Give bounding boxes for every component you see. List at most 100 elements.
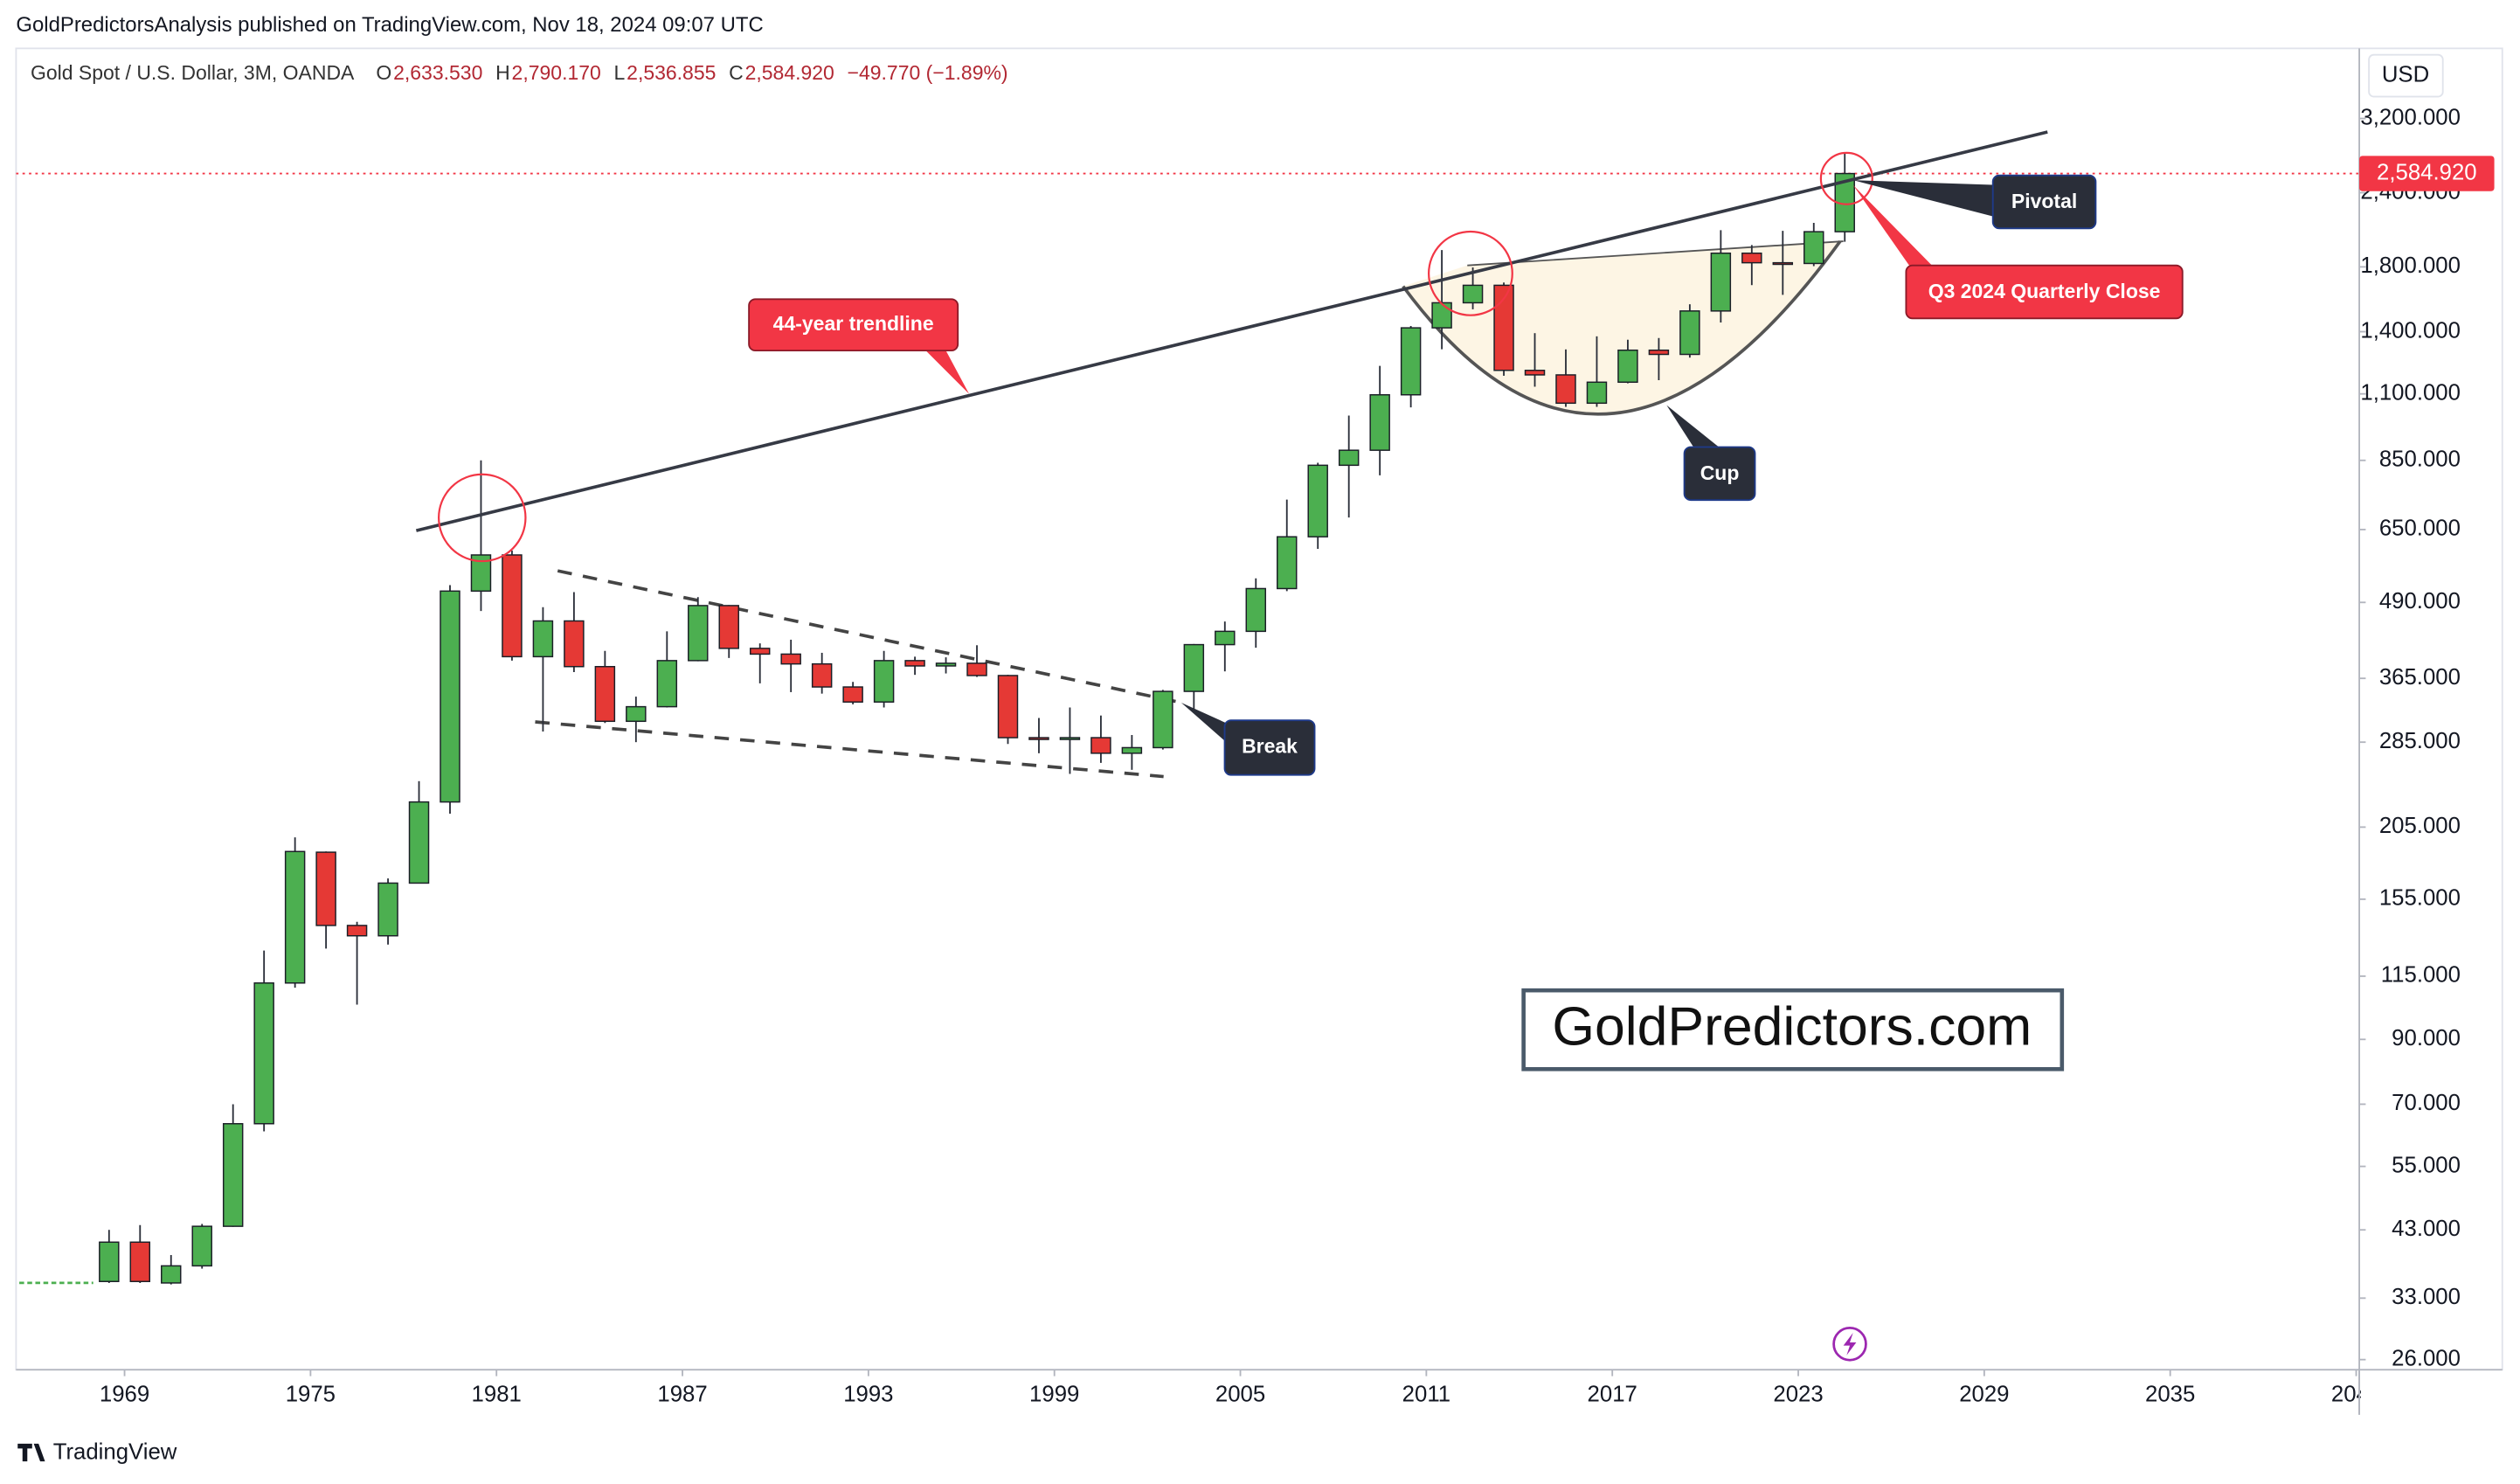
callout-text: Pivotal <box>2011 190 2077 212</box>
x-tick-label: 1987 <box>657 1382 707 1406</box>
x-tick-label: 2029 <box>1959 1382 2009 1406</box>
y-tick-label: 155.000 <box>2379 886 2461 911</box>
y-tick-label: 650.000 <box>2379 517 2461 541</box>
watermark-box <box>1521 988 2065 1071</box>
trendline <box>415 130 2048 532</box>
candle-body <box>749 648 771 655</box>
y-tick-label: 1,100.000 <box>2360 380 2461 405</box>
y-tick-label: 1,400.000 <box>2360 318 2461 343</box>
x-tick-label: 2017 <box>1588 1382 1637 1406</box>
legend-change: −49.770 (−1.89%) <box>848 61 1008 84</box>
axes: 26.000 33.000 43.000 55.000 70.000 90.000 115.… <box>100 105 2520 1436</box>
y-tick-label: 26.000 <box>2392 1346 2461 1370</box>
candle-body <box>253 982 274 1125</box>
candle-body <box>1215 630 1236 646</box>
candle-body <box>284 850 306 984</box>
watermark: GoldPredictors.com <box>1552 996 2032 1058</box>
x-tick-label: 1999 <box>1029 1382 1079 1406</box>
x-tick-label: 1969 <box>100 1382 149 1406</box>
callout: Cup <box>1666 405 1756 502</box>
candle-body <box>315 851 336 926</box>
legend-value: 2,536.855 <box>627 61 716 84</box>
y-tick-label: 490.000 <box>2379 589 2461 614</box>
candle-body <box>470 554 492 593</box>
y-tick-label: 285.000 <box>2379 729 2461 753</box>
candle-body <box>594 666 616 723</box>
candle-body <box>1648 349 1670 356</box>
candle-body <box>1183 643 1205 692</box>
x-tick-label: 1981 <box>472 1382 522 1406</box>
pane-border <box>15 47 2503 1371</box>
x-tick-label: 2035 <box>2145 1382 2195 1406</box>
y-tick-label: 365.000 <box>2379 665 2461 690</box>
candle-body <box>1059 737 1081 740</box>
candle-body <box>408 801 430 884</box>
candle-body <box>997 675 1019 739</box>
candle-body <box>842 686 863 703</box>
footer: TradingView <box>53 1440 177 1465</box>
y-tick-label: 1,800.000 <box>2360 253 2461 278</box>
callout-text: Cup <box>1700 461 1740 484</box>
candle-body <box>1400 327 1422 396</box>
currency-box[interactable] <box>2368 53 2444 98</box>
candle-body <box>532 620 554 658</box>
last-price-label: 2,584.920 <box>2377 160 2477 184</box>
x-tick-label: 2011 <box>1402 1382 1450 1406</box>
candles <box>99 154 1855 1285</box>
x-tick-label: 1975 <box>286 1382 336 1406</box>
y-tick-label: 3,200.000 <box>2360 105 2461 129</box>
candle-body <box>1153 690 1173 749</box>
event-icon <box>1832 1327 1867 1362</box>
candle-body <box>966 662 987 676</box>
candle-body <box>440 590 460 803</box>
candle-body <box>1586 381 1608 405</box>
candle-body <box>129 1241 151 1283</box>
channel-bottom <box>535 720 1164 779</box>
candle-body <box>191 1225 212 1267</box>
candle-body <box>346 925 368 937</box>
callout: Pivotal <box>1852 174 2097 230</box>
legend-value: 2,633.530 <box>393 61 482 84</box>
legend-symbol: Gold Spot / U.S. Dollar, 3M, OANDA <box>31 61 355 84</box>
legend-key: O <box>376 61 391 84</box>
candle-body <box>656 660 678 708</box>
channel-top <box>557 569 1182 704</box>
x-tick-label: 1993 <box>843 1382 893 1406</box>
candle-body <box>502 554 523 658</box>
callout-text: 44-year trendline <box>773 312 934 335</box>
x-tick-label: 2023 <box>1773 1382 1823 1406</box>
candle-body <box>1028 737 1049 740</box>
candle-body <box>1524 370 1546 376</box>
legend-value: 2,790.170 <box>512 61 601 84</box>
candle-body <box>1772 261 1794 266</box>
candle-body <box>904 660 925 667</box>
publisher: GoldPredictorsAnalysis published on Trad… <box>16 13 763 37</box>
legend-value: 2,584.920 <box>745 61 834 84</box>
legend-key: H <box>495 61 510 84</box>
legend-key: C <box>729 61 744 84</box>
candle-body <box>1679 310 1700 356</box>
candle-body <box>718 605 739 649</box>
candle-body <box>377 882 398 937</box>
candle-body <box>1617 349 1638 384</box>
legend-key: L <box>614 61 626 84</box>
candle-body <box>1307 464 1328 537</box>
y-tick-label: 70.000 <box>2392 1091 2461 1115</box>
candle-body <box>1277 536 1298 590</box>
candle-body <box>1369 394 1390 451</box>
y-tick-label: 55.000 <box>2392 1153 2461 1177</box>
currency: USD <box>2382 62 2429 87</box>
candle-body <box>688 605 709 662</box>
candle-body <box>1121 746 1143 754</box>
callout: 44-year trendline <box>748 298 970 394</box>
cup-area <box>1402 241 1840 414</box>
axis-cover <box>2360 1371 2520 1436</box>
callout-text: Break <box>1242 735 1298 758</box>
rim-line <box>1467 240 1844 267</box>
callout: Break <box>1180 702 1316 776</box>
candle-body <box>811 662 833 688</box>
candle-body <box>564 620 585 668</box>
candle-body <box>1710 252 1732 312</box>
y-tick-label: 43.000 <box>2392 1217 2461 1241</box>
